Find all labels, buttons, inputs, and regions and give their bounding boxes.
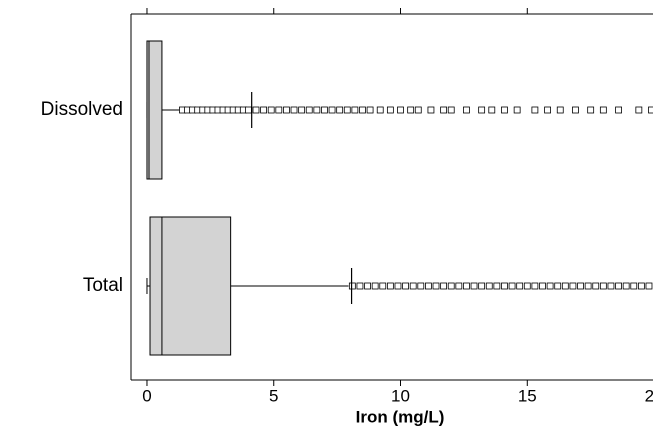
outlier	[343, 106, 351, 114]
outlier	[501, 106, 508, 114]
outlier	[328, 106, 336, 114]
outlier	[336, 106, 344, 114]
outlier	[313, 106, 321, 114]
outlier	[455, 282, 463, 290]
outlier	[554, 282, 562, 290]
x-tick-label: 0	[142, 386, 151, 405]
x-tick-label: 10	[391, 386, 410, 405]
outlier	[366, 106, 374, 114]
outlier	[539, 282, 546, 290]
outlier	[425, 282, 432, 290]
x-axis-title: Iron (mg/L)	[356, 407, 445, 426]
outlier	[615, 282, 622, 290]
outlier	[267, 106, 275, 114]
outlier	[463, 106, 470, 114]
outlier	[577, 282, 584, 290]
outlier	[645, 282, 653, 290]
outlier	[351, 106, 359, 114]
outlier	[513, 106, 521, 114]
outlier	[409, 282, 417, 290]
outlier	[493, 282, 501, 290]
outlier	[414, 106, 422, 114]
category-label: Dissolved	[41, 99, 123, 120]
outlier	[648, 106, 653, 114]
outlier	[447, 282, 455, 290]
outlier	[260, 106, 268, 114]
outlier	[244, 106, 252, 114]
box	[149, 216, 232, 356]
outlier	[427, 106, 435, 114]
outlier	[440, 106, 448, 114]
outlier	[275, 106, 283, 114]
outlier	[587, 106, 595, 114]
outlier	[592, 282, 600, 290]
outlier	[622, 282, 630, 290]
outlier	[630, 282, 638, 290]
outlier	[508, 282, 516, 290]
outlier	[252, 106, 260, 114]
outlier	[637, 282, 645, 290]
outlier	[546, 282, 554, 290]
outlier	[305, 106, 313, 114]
outlier	[569, 282, 577, 290]
outlier	[561, 282, 569, 290]
outlier	[599, 282, 607, 290]
outlier	[376, 106, 384, 114]
outlier	[407, 106, 415, 114]
outlier	[572, 106, 579, 114]
outlier	[501, 282, 508, 290]
outlier	[417, 282, 425, 290]
outlier	[615, 106, 622, 114]
outlier	[432, 282, 440, 290]
x-tick-label: 15	[518, 386, 537, 405]
outlier	[523, 282, 531, 290]
outlier	[516, 282, 524, 290]
outlier	[485, 282, 493, 290]
x-tick-label: 20	[645, 386, 653, 405]
outlier	[359, 106, 366, 114]
outlier	[470, 282, 478, 290]
outlier	[290, 106, 298, 114]
box	[146, 40, 163, 180]
outlier	[531, 106, 539, 114]
outlier	[584, 282, 592, 290]
outlier	[556, 106, 564, 114]
outlier	[635, 106, 643, 114]
outlier	[478, 106, 486, 114]
outlier	[348, 282, 356, 290]
outlier	[321, 106, 328, 114]
outlier	[402, 282, 409, 290]
outlier	[607, 282, 615, 290]
outlier	[463, 282, 470, 290]
outlier	[283, 106, 290, 114]
outlier	[544, 106, 551, 114]
outlier	[531, 282, 539, 290]
x-tick-label: 5	[269, 386, 278, 405]
outlier	[386, 106, 394, 114]
outlier	[599, 106, 607, 114]
outlier	[386, 282, 394, 290]
outlier	[447, 106, 455, 114]
outlier	[440, 282, 448, 290]
outlier	[394, 282, 402, 290]
category-label: Total	[83, 275, 123, 296]
outlier	[371, 282, 379, 290]
outlier	[379, 282, 387, 290]
outlier	[478, 282, 486, 290]
outlier	[488, 106, 496, 114]
outlier	[364, 282, 371, 290]
outlier	[397, 106, 404, 114]
outlier	[356, 282, 364, 290]
outlier	[298, 106, 306, 114]
